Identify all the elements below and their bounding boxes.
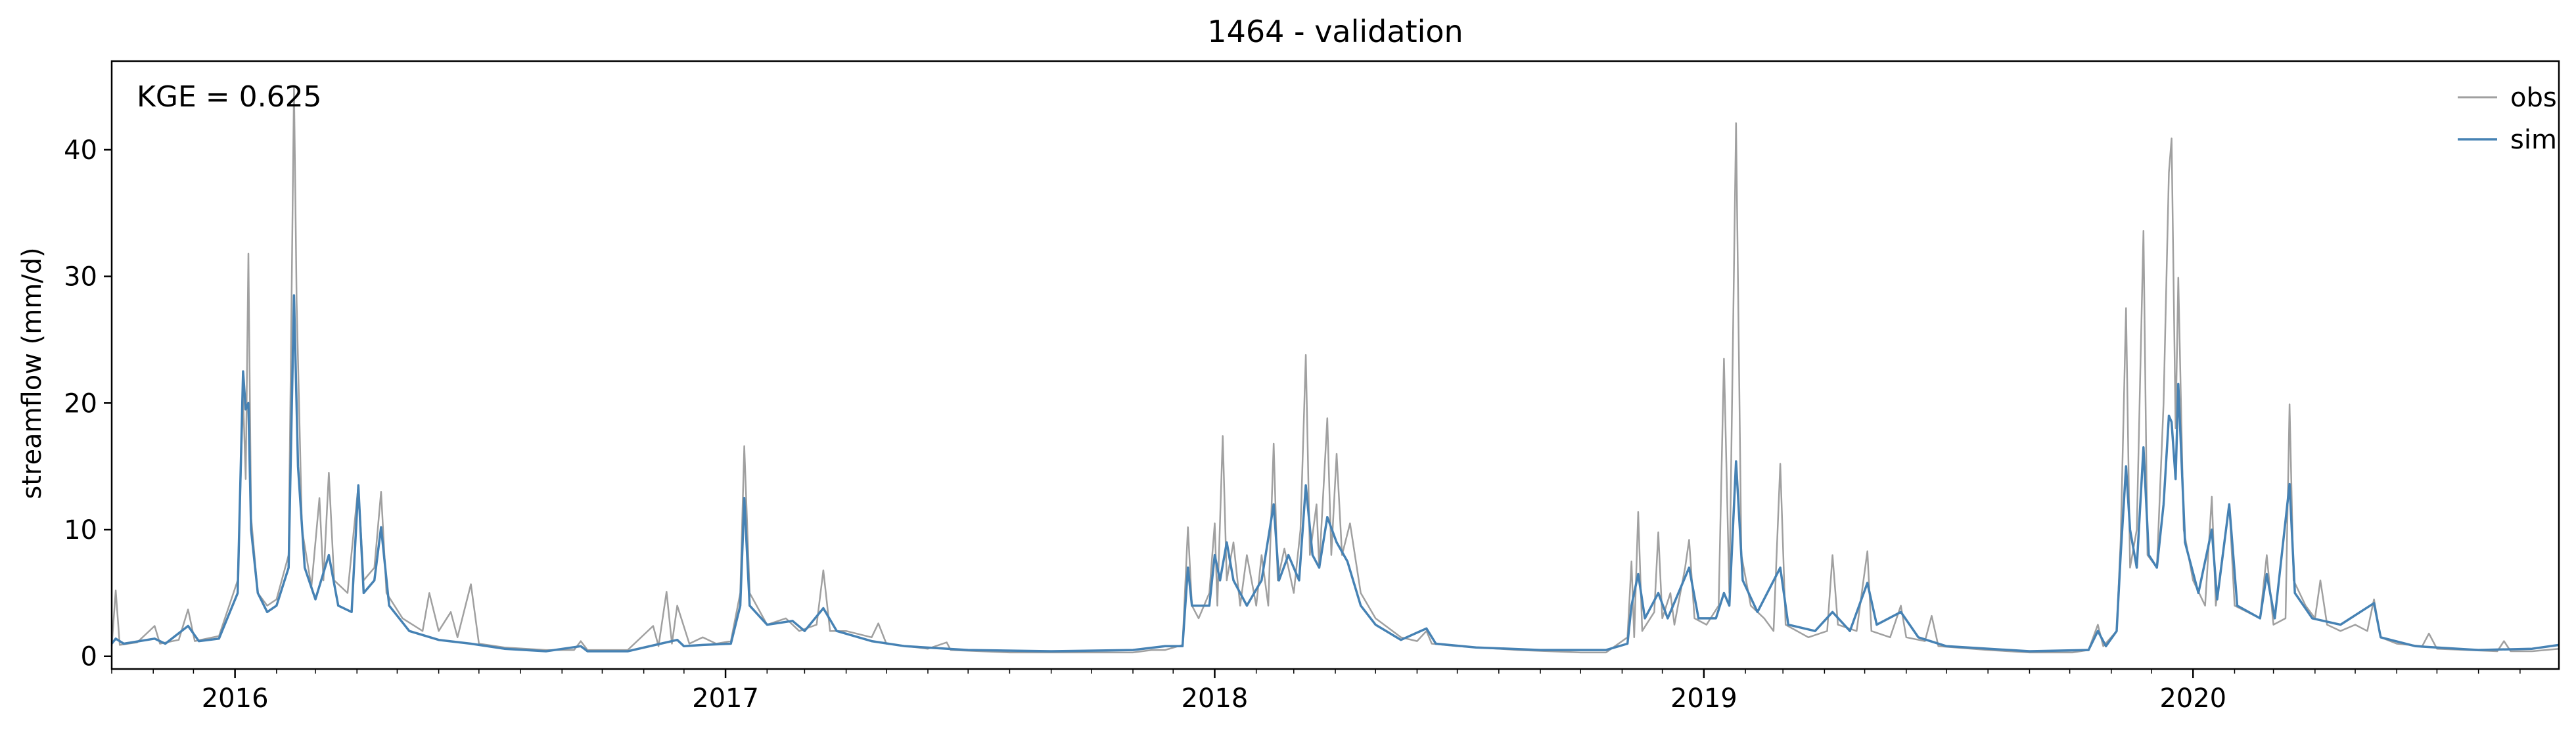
plot-area: 0 10 20 30 40 2016 2017 2018 2019 2020 — [64, 85, 2560, 714]
kge-annotation: KGE = 0.625 — [137, 80, 322, 114]
x-tick-label-2016: 2016 — [202, 683, 269, 714]
legend-label-sim: sim — [2510, 125, 2557, 155]
plot-frame — [110, 60, 2560, 670]
x-tick-label-2018: 2018 — [1182, 683, 1249, 714]
chart-title: 1464 - validation — [1207, 14, 1463, 49]
y-tick-label-40: 40 — [64, 135, 97, 166]
y-tick-label-0: 0 — [81, 642, 97, 672]
series-line-obs — [110, 85, 2560, 654]
x-tick-label-2017: 2017 — [692, 683, 759, 714]
legend: obs sim — [2458, 83, 2557, 155]
x-tick-label-2020: 2020 — [2159, 683, 2226, 714]
legend-label-obs: obs — [2510, 83, 2557, 113]
y-axis-label: streamflow (mm/d) — [17, 247, 47, 499]
series-line-sim — [110, 294, 2560, 653]
y-tick-label-20: 20 — [64, 388, 97, 419]
x-tick-label-2019: 2019 — [1670, 683, 1737, 714]
y-tick-label-30: 30 — [64, 262, 97, 292]
y-tick-label-10: 10 — [64, 515, 97, 545]
